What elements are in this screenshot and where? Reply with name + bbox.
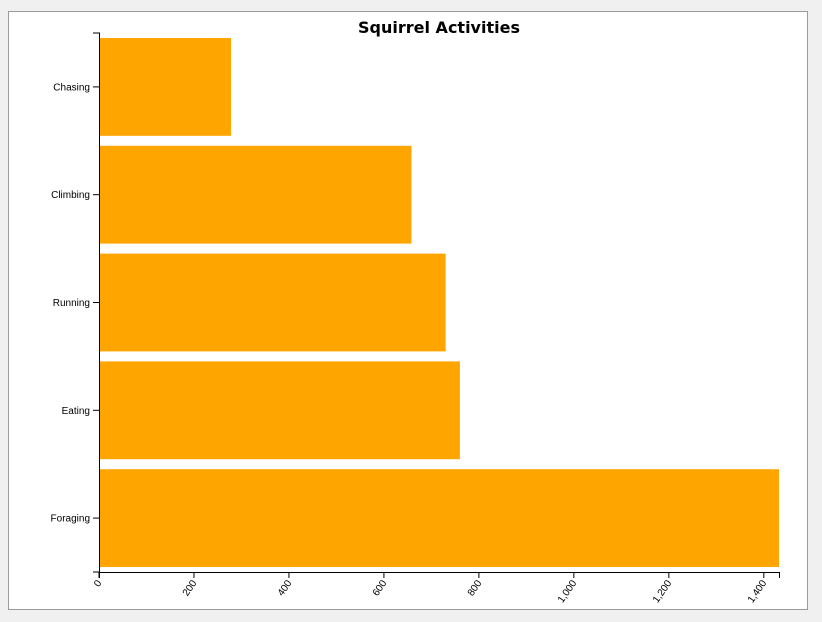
x-tick-label: 200	[181, 578, 200, 598]
x-tick-label: 1,200	[651, 578, 675, 605]
y-axis-line	[93, 32, 100, 573]
x-axis-line	[99, 572, 780, 578]
bar-climbing	[99, 145, 412, 244]
bars-group	[99, 38, 779, 567]
y-tick-label: Running	[53, 298, 90, 309]
bar-foraging	[99, 469, 779, 567]
x-tick-label: 400	[276, 578, 295, 598]
chart-title: Squirrel Activities	[358, 18, 520, 37]
bar-chasing	[99, 38, 232, 136]
y-tick-label: Foraging	[51, 514, 90, 525]
y-tick-label: Climbing	[51, 190, 90, 201]
x-tick-label: 0	[92, 578, 104, 589]
x-axis: 0 200 400 600 800 1,000 1,200 1,400	[92, 572, 780, 605]
x-tick-label: 800	[466, 578, 485, 598]
x-tick-label: 1,000	[556, 578, 580, 605]
x-tick-label: 600	[371, 578, 390, 598]
y-axis: Chasing Climbing Running Eating Foraging	[51, 32, 100, 573]
y-tick-label: Eating	[62, 406, 90, 417]
bar-running	[99, 253, 446, 352]
chart-frame: Squirrel Activities Chasing Climbing Runni…	[8, 11, 808, 610]
bar-chart: Squirrel Activities Chasing Climbing Runni…	[51, 18, 780, 605]
x-tick-label: 1,400	[746, 578, 770, 605]
y-tick-label: Chasing	[53, 82, 90, 93]
bar-eating	[99, 361, 460, 460]
